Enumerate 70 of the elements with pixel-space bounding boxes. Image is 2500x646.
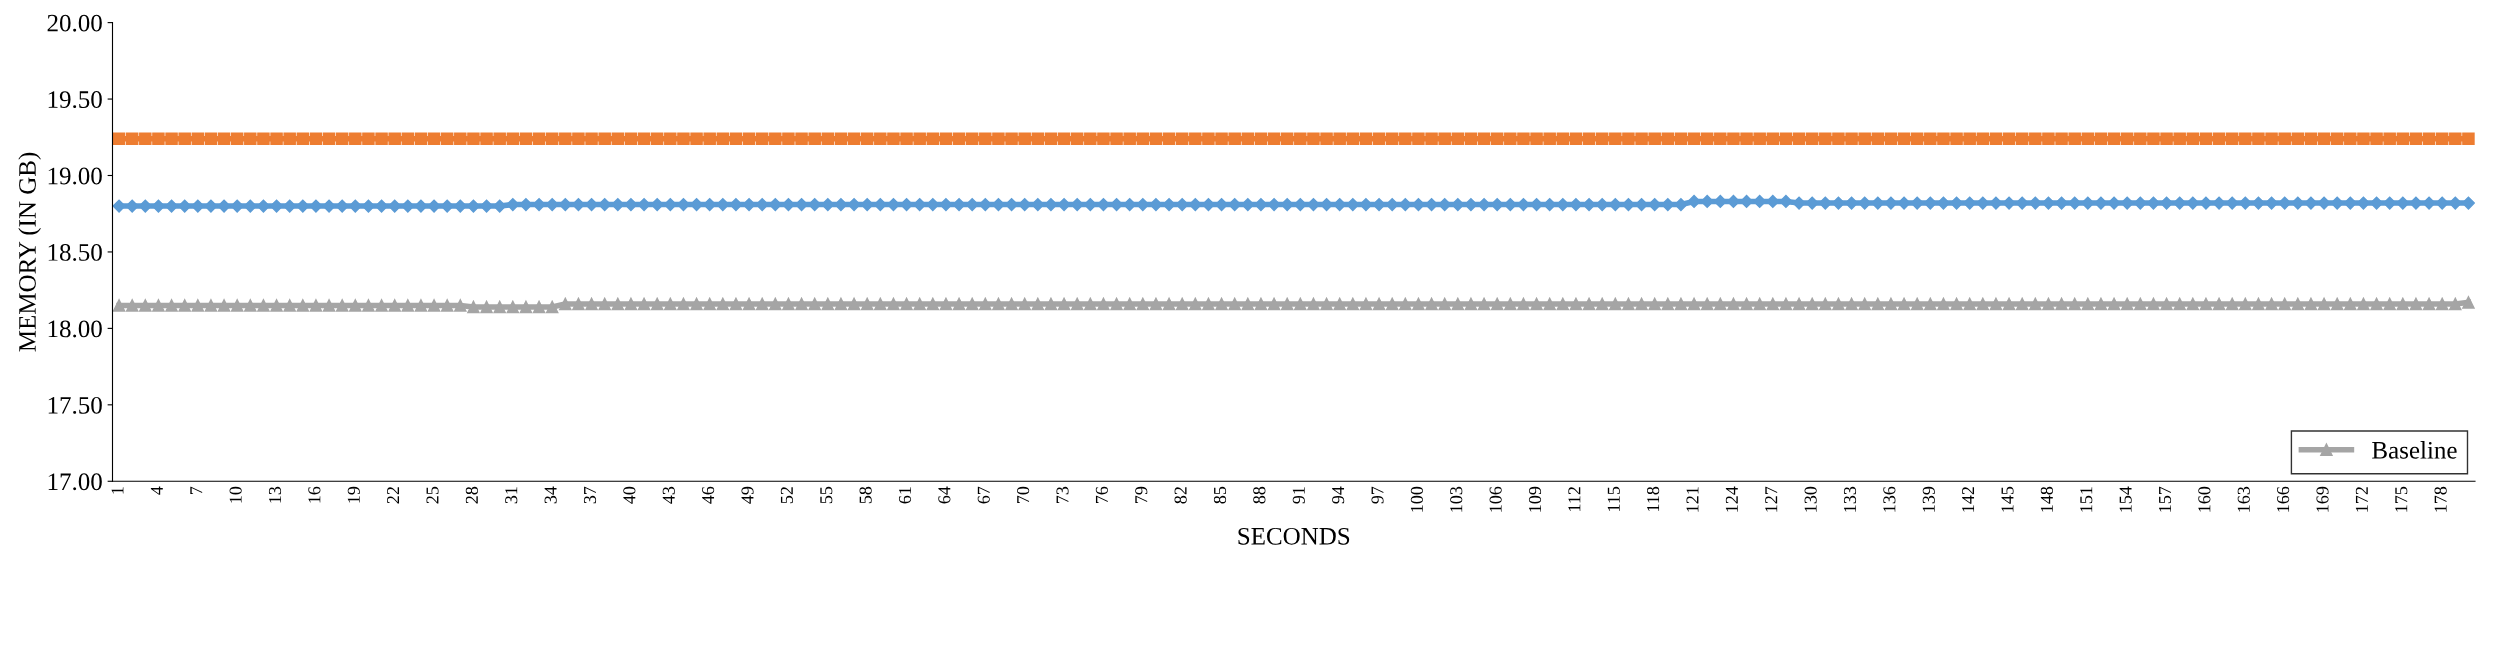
- x-tick-label: 172: [2355, 487, 2368, 512]
- x-tick-label: 52: [780, 487, 793, 504]
- x-tick-label: 13: [268, 486, 282, 503]
- x-axis-title: SECONDS: [1238, 527, 1350, 545]
- x-tick-label: 76: [1095, 486, 1108, 503]
- x-tick-label: 25: [426, 486, 439, 504]
- x-tick-label: 70: [1017, 486, 1030, 503]
- x-tick-label: 121: [1686, 487, 1699, 512]
- x-tick-label: 133: [1843, 486, 1857, 512]
- x-tick-label: 136: [1883, 486, 1896, 512]
- y-tick-label: 17.50: [48, 396, 102, 414]
- x-tick-label: 31: [505, 487, 518, 504]
- y-tick-label: 18.50: [48, 243, 102, 261]
- x-tick-label: 124: [1725, 486, 1738, 512]
- y-tick-label: 19.00: [48, 167, 102, 185]
- y-axis-title: MEMORY (IN GB): [18, 152, 41, 352]
- x-tick-label: 166: [2277, 486, 2290, 512]
- legend-label: Baseline: [2372, 441, 2457, 459]
- x-tick-label: 1: [111, 487, 124, 494]
- x-tick-label: 130: [1804, 486, 1817, 512]
- x-tick-label: 67: [977, 486, 990, 504]
- y-tick-label: 20.00: [47, 14, 102, 32]
- x-tick-label: 139: [1922, 486, 1935, 512]
- x-tick-label: 28: [465, 486, 478, 504]
- x-tick-label: 175: [2395, 486, 2408, 512]
- x-tick-label: 10: [229, 486, 242, 503]
- x-tick-label: 43: [662, 486, 675, 504]
- x-tick-label: 64: [938, 486, 951, 504]
- x-tick-label: 19: [347, 486, 360, 503]
- x-tick-label: 49: [741, 486, 754, 504]
- x-tick-label: 178: [2434, 486, 2447, 512]
- x-tick-label: 160: [2198, 486, 2211, 512]
- x-tick-label: 37: [583, 486, 597, 504]
- x-tick-label: 46: [702, 486, 715, 504]
- x-tick-label: 145: [2001, 486, 2014, 512]
- x-tick-label: 7: [190, 486, 203, 494]
- x-tick-label: 157: [2158, 486, 2172, 512]
- x-tick-label: 115: [1607, 486, 1620, 511]
- y-tick-label: 19.50: [48, 91, 102, 109]
- x-tick-label: 79: [1135, 486, 1148, 503]
- x-tick-label: 127: [1765, 486, 1778, 512]
- x-tick-label: 169: [2316, 486, 2329, 512]
- x-tick-label: 16: [308, 486, 321, 503]
- x-tick-label: 112: [1568, 487, 1581, 511]
- x-tick-label: 88: [1253, 486, 1266, 504]
- x-tick-label: 97: [1371, 486, 1384, 504]
- x-tick-label: 151: [2080, 487, 2093, 512]
- x-tick-label: 91: [1292, 487, 1305, 504]
- x-tick-label: 163: [2237, 486, 2250, 512]
- x-tick-label: 73: [1056, 486, 1069, 503]
- x-tick-label: 85: [1213, 486, 1227, 504]
- x-tick-label: 55: [820, 486, 833, 504]
- x-tick-label: 40: [623, 486, 636, 504]
- x-tick-label: 148: [2040, 486, 2053, 512]
- x-tick-label: 109: [1528, 486, 1542, 512]
- x-tick-label: 22: [387, 487, 400, 504]
- y-tick-label: 18.00: [48, 320, 102, 338]
- x-tick-label: 34: [544, 486, 557, 504]
- x-tick-label: 82: [1174, 487, 1187, 504]
- x-tick-label: 61: [898, 487, 912, 504]
- x-tick-label: 94: [1332, 486, 1345, 504]
- x-tick-label: 4: [150, 486, 163, 495]
- x-tick-label: 103: [1450, 486, 1463, 512]
- x-tick-label: 100: [1410, 486, 1423, 512]
- x-tick-label: 142: [1962, 487, 1975, 512]
- x-tick-label: 154: [2119, 486, 2132, 512]
- x-tick-label: 118: [1647, 486, 1660, 511]
- x-tick-label: 106: [1489, 486, 1502, 512]
- y-tick-label: 17.00: [48, 473, 102, 491]
- x-tick-label: 58: [859, 486, 872, 504]
